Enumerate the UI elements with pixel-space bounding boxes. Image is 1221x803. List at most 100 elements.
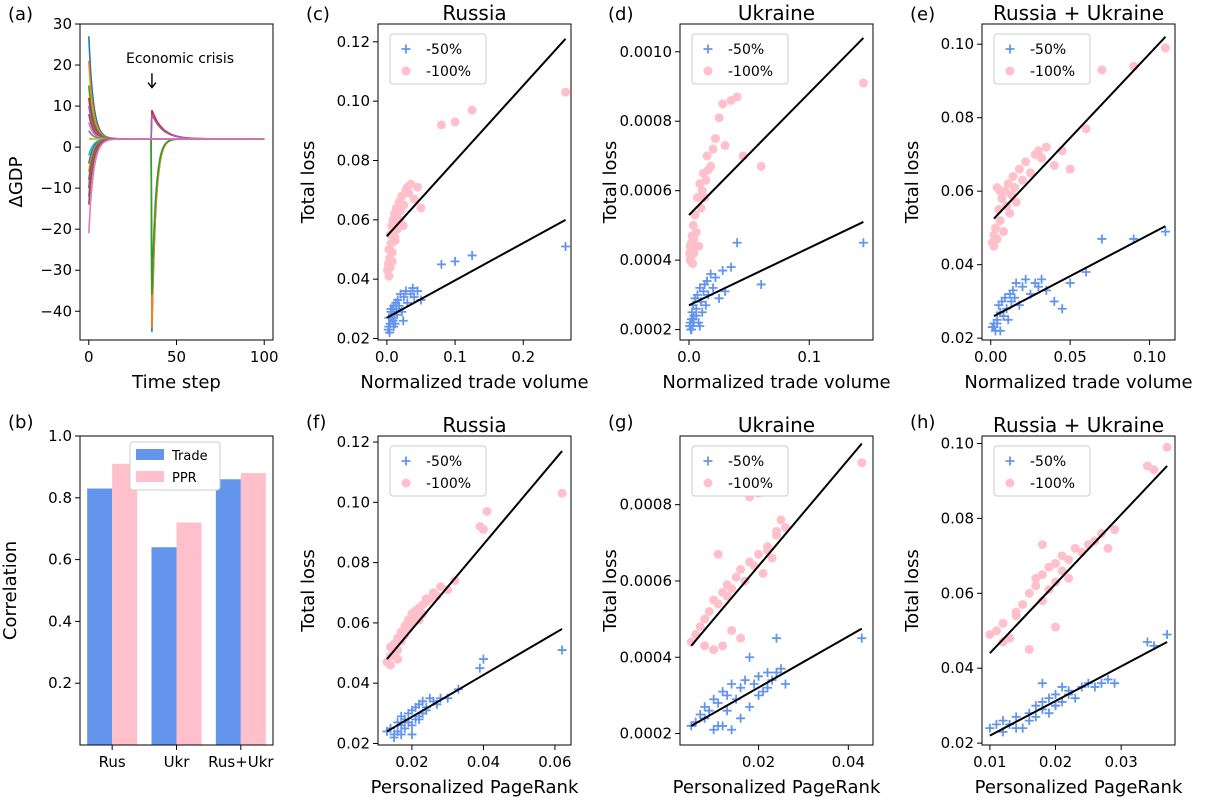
chart-panel-c: (c) Russia Normalized trade volume Total lo…: [298, 1, 589, 393]
y-tick-label: 30: [53, 15, 72, 33]
gdp-series-line: [88, 60, 265, 328]
data-point-circle: [482, 506, 492, 516]
data-point-plus: [727, 725, 737, 735]
y-tick-label: 0.08: [941, 509, 974, 527]
data-point-plus: [408, 283, 418, 293]
x-axis-label: Time step: [131, 372, 221, 393]
data-point-circle: [401, 66, 411, 76]
data-point-circle: [561, 87, 571, 97]
x-tick-label: 0.01: [973, 753, 1006, 771]
data-point-circle: [557, 488, 567, 498]
data-point-plus: [708, 283, 718, 293]
y-tick-label: 0.04: [941, 256, 974, 274]
data-point-plus: [1057, 697, 1067, 707]
data-point-plus: [998, 716, 1008, 726]
data-point-circle: [1081, 124, 1091, 134]
y-tick-label: −10: [40, 179, 72, 197]
data-point-circle: [700, 614, 710, 624]
gdp-series-line: [88, 105, 265, 140]
data-point-plus: [713, 698, 723, 708]
data-point-plus: [756, 279, 766, 289]
y-tick-label: 0.10: [941, 35, 974, 53]
data-point-plus: [1096, 678, 1106, 688]
y-axis-label: Total loss: [902, 141, 923, 225]
data-point-circle: [1021, 157, 1031, 167]
data-point-circle: [718, 641, 728, 651]
bar-ppr-rus-ukr: [240, 473, 266, 745]
data-point-circle: [708, 144, 718, 154]
data-point-circle: [436, 120, 446, 130]
x-tick-label: 0.00: [974, 348, 1007, 366]
data-point-plus: [407, 720, 417, 730]
data-point-circle: [407, 612, 417, 622]
data-point-circle: [450, 576, 460, 586]
data-point-circle: [998, 618, 1008, 628]
axes-frame: [679, 23, 874, 341]
data-point-circle: [700, 641, 710, 651]
data-point-plus: [754, 671, 764, 681]
data-point-plus: [385, 328, 395, 338]
fit-line: [386, 218, 567, 319]
data-point-plus: [1051, 689, 1061, 699]
data-point-circle: [1037, 153, 1047, 163]
data-point-circle: [695, 622, 705, 632]
axes-frame: [679, 435, 874, 746]
data-point-circle: [857, 458, 867, 468]
data-point-plus: [1037, 678, 1047, 688]
gdp-series-line: [88, 138, 265, 164]
data-point-circle: [997, 194, 1007, 204]
x-tick-label: 50: [167, 348, 186, 366]
data-point-plus: [858, 238, 868, 248]
data-point-plus: [396, 729, 406, 739]
y-tick-label: 0.0010: [620, 43, 673, 61]
legend-entry-label: -100%: [426, 476, 471, 492]
data-point-circle: [995, 186, 1005, 196]
data-point-circle: [1018, 175, 1028, 185]
chart-panel-d: (d) Ukraine Normalized trade volume Total l…: [600, 1, 891, 393]
data-point-circle: [1103, 543, 1113, 553]
y-tick-label: 0.08: [337, 554, 370, 572]
data-point-circle: [400, 624, 410, 634]
data-point-circle: [450, 117, 460, 127]
data-point-plus: [561, 242, 571, 252]
legend-box: [389, 445, 487, 497]
y-tick-label: 0.0004: [620, 251, 673, 269]
x-axis-label: Personalized PageRank: [975, 777, 1183, 798]
data-point-circle: [690, 210, 700, 220]
y-tick-label: −20: [40, 220, 72, 238]
data-point-plus: [772, 668, 781, 678]
data-point-circle: [736, 565, 746, 575]
y-tick-label: 0.0002: [620, 321, 673, 339]
legend-swatch: [136, 471, 164, 482]
data-point-circle: [722, 591, 732, 601]
data-point-circle: [1024, 644, 1034, 654]
y-axis-label: Total loss: [902, 549, 923, 633]
data-point-circle: [710, 134, 720, 144]
data-point-plus: [749, 679, 759, 689]
gdp-series-line: [88, 85, 265, 295]
data-point-plus: [400, 723, 410, 733]
data-point-plus: [1003, 315, 1013, 325]
data-point-plus: [763, 683, 773, 693]
data-point-circle: [399, 200, 409, 210]
legend-entry-label: Trade: [171, 449, 208, 464]
data-point-circle: [732, 92, 742, 102]
data-point-plus: [389, 322, 399, 332]
legend-entry-label: PPR: [172, 471, 197, 486]
data-point-plus: [692, 290, 702, 300]
data-point-plus: [1000, 293, 1010, 303]
data-point-plus: [1057, 682, 1067, 692]
axes-frame: [981, 23, 1176, 341]
data-point-plus: [1051, 701, 1061, 711]
data-point-plus: [1142, 637, 1152, 647]
gdp-series-line: [88, 138, 265, 181]
gdp-series-line: [88, 138, 265, 205]
data-point-circle: [998, 637, 1008, 647]
data-point-plus: [1037, 274, 1047, 284]
data-point-plus: [407, 729, 417, 739]
data-point-plus: [991, 719, 1001, 729]
data-point-plus: [1057, 304, 1067, 314]
fit-line: [386, 38, 567, 237]
annotation-arrow-head: [147, 82, 157, 89]
chart-panel-g: (g) Ukraine Personalized PageRank Total los…: [600, 412, 881, 798]
